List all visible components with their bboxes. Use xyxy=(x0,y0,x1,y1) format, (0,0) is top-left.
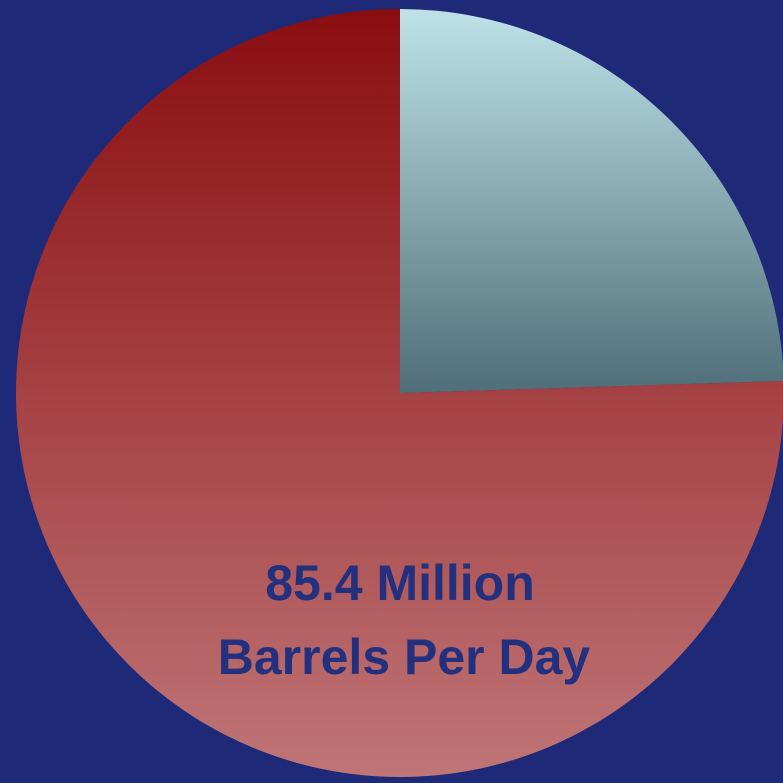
pie-annotation-line2: Barrels Per Day xyxy=(218,629,591,685)
pie-slice-red xyxy=(16,9,783,777)
pie-annotation-line1: 85.4 Million xyxy=(265,555,535,611)
pie-slices xyxy=(16,9,783,777)
pie-slice-light xyxy=(400,9,783,393)
